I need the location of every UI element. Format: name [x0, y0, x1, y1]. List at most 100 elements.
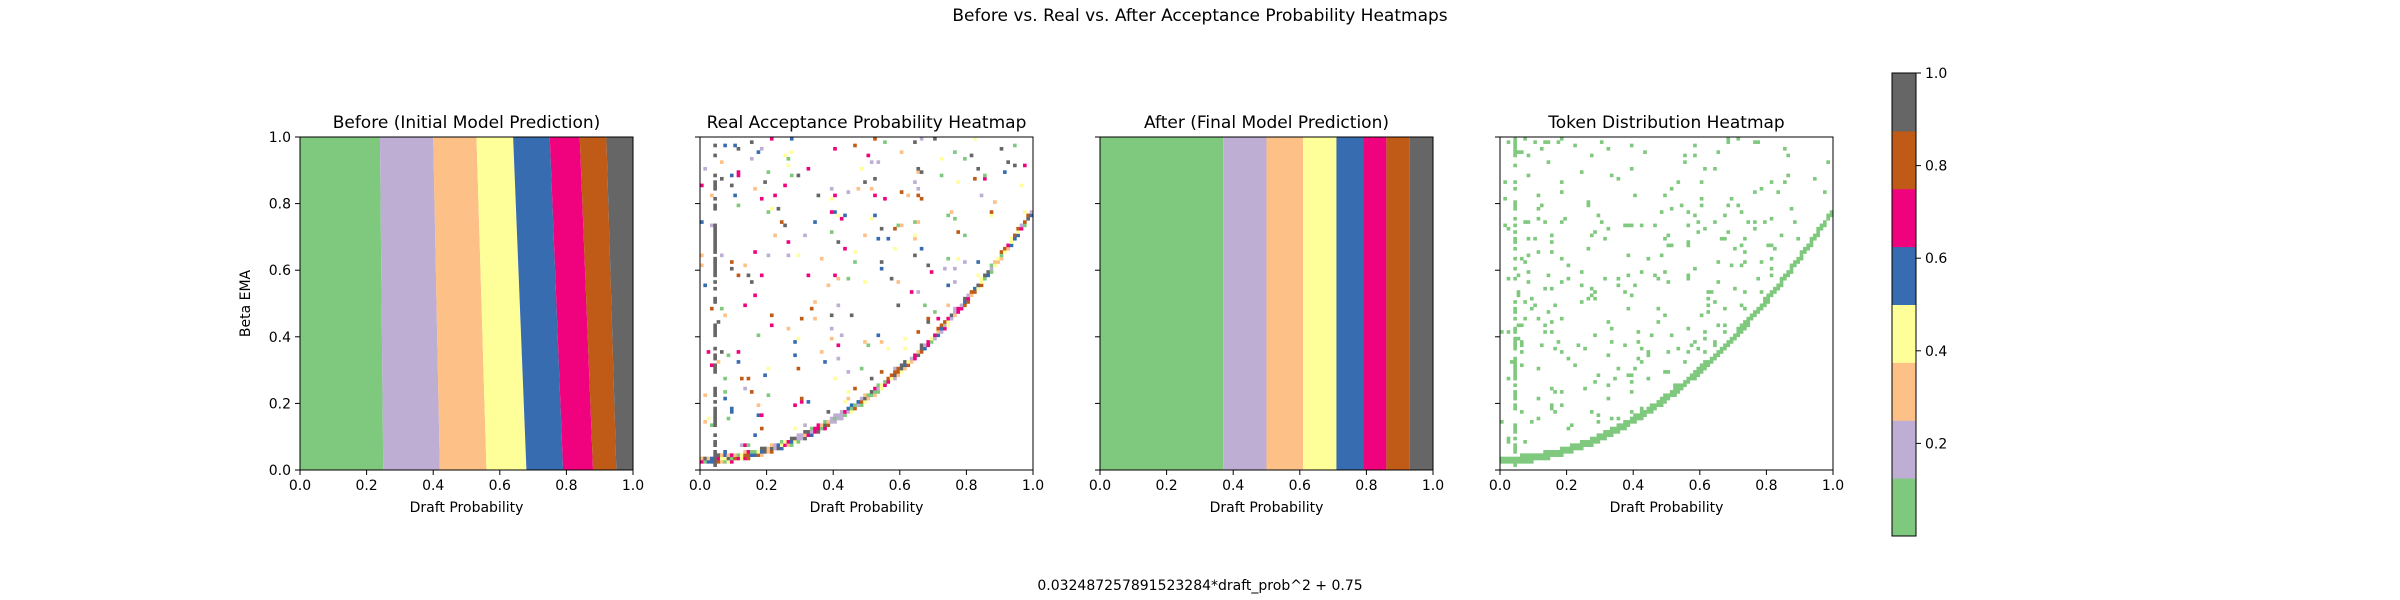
colorbar-segment — [1892, 362, 1916, 421]
heatmap-cell — [1603, 430, 1607, 434]
heatmap-cell — [826, 410, 831, 414]
heatmap-cell — [963, 303, 967, 308]
heatmap-cell — [796, 336, 801, 341]
heatmap-cell — [1666, 396, 1671, 401]
heatmap-cell — [1703, 360, 1707, 364]
heatmap-cell — [1513, 330, 1517, 334]
heatmap-cell — [1659, 210, 1664, 214]
heatmap-cell — [1643, 410, 1647, 414]
heatmap-cell — [756, 150, 761, 154]
heatmap-cell — [713, 443, 717, 447]
heatmap-band — [1409, 137, 1433, 470]
heatmap-cell — [836, 240, 841, 244]
heatmap-cell — [1776, 286, 1781, 291]
heatmap-cell — [839, 413, 844, 418]
heatmap-cell — [813, 316, 817, 321]
heatmap-cell — [1663, 400, 1667, 404]
heatmap-cell — [713, 286, 717, 291]
x-tick-label: 1.0 — [1022, 478, 1044, 494]
heatmap-cell — [893, 376, 897, 381]
heatmap-cell — [723, 456, 727, 461]
heatmap-cell — [1679, 203, 1684, 208]
x-tick-label: 0.4 — [1622, 478, 1644, 494]
heatmap-cell — [869, 160, 874, 164]
heatmap-cell — [993, 200, 997, 204]
heatmap-cell — [1629, 293, 1634, 298]
heatmap-cell — [709, 193, 714, 198]
heatmap-cell — [736, 360, 741, 364]
heatmap-cell — [1703, 363, 1707, 368]
heatmap-cell — [809, 306, 814, 311]
heatmap-cell — [1559, 403, 1564, 408]
heatmap-cell — [869, 390, 874, 394]
heatmap-cell — [1799, 256, 1804, 261]
heatmap-cell — [1639, 410, 1644, 414]
heatmap-cell — [713, 420, 717, 424]
heatmap-cell — [1726, 137, 1731, 141]
heatmap-cell — [759, 146, 764, 151]
heatmap-cell — [1803, 250, 1807, 254]
heatmap-cell — [713, 463, 717, 467]
heatmap-cell — [1633, 420, 1637, 424]
heatmap-cell — [993, 263, 997, 268]
heatmap-cell — [973, 137, 977, 141]
heatmap-cell — [1593, 436, 1597, 441]
heatmap-cell — [1633, 413, 1637, 418]
heatmap-cell — [1719, 346, 1724, 351]
heatmap-cell — [1543, 453, 1547, 457]
heatmap-cell — [713, 356, 717, 361]
heatmap-cell — [913, 233, 917, 238]
x-axis-label: Draft Probability — [810, 500, 924, 516]
heatmap-cell — [1646, 406, 1651, 411]
heatmap-cell — [916, 330, 921, 334]
heatmap-cell — [1626, 423, 1631, 428]
heatmap-cell — [1603, 236, 1607, 241]
heatmap-cell — [1706, 290, 1711, 294]
heatmap-cell — [926, 316, 931, 321]
heatmap-cell — [956, 310, 961, 314]
heatmap-cell — [1813, 236, 1817, 241]
x-tick-label: 0.8 — [955, 478, 977, 494]
heatmap-cell — [749, 156, 754, 161]
heatmap-cell — [1606, 430, 1611, 434]
heatmap-cell — [1009, 236, 1014, 241]
heatmap-cell — [1529, 453, 1534, 457]
heatmap-cell — [1629, 373, 1634, 378]
heatmap-cell — [896, 303, 901, 308]
heatmap-cell — [1659, 396, 1664, 401]
heatmap-cell — [1653, 406, 1657, 411]
heatmap-cell — [809, 426, 814, 431]
heatmap-cell — [1676, 386, 1681, 391]
heatmap-cell — [1629, 380, 1634, 384]
heatmap-cell — [1796, 256, 1800, 261]
heatmap-cell — [1513, 230, 1517, 234]
heatmap-cell — [1793, 263, 1797, 268]
heatmap-cell — [996, 256, 1000, 261]
heatmap-cell — [919, 170, 924, 174]
heatmap-cell — [1506, 276, 1511, 281]
heatmap-cell — [913, 236, 917, 241]
x-tick-label: 0.8 — [1755, 478, 1777, 494]
heatmap-cell — [926, 320, 931, 324]
heatmap-band — [476, 137, 527, 470]
heatmap-cell — [876, 236, 881, 241]
heatmap-cell — [1506, 226, 1511, 231]
heatmap-band — [1303, 137, 1337, 470]
heatmap-cell — [719, 160, 724, 164]
heatmap-cell — [1679, 386, 1684, 391]
heatmap-cell — [1566, 426, 1571, 431]
heatmap-cell — [1743, 236, 1747, 241]
heatmap-cell — [833, 413, 837, 418]
heatmap-cell — [1616, 426, 1621, 431]
heatmap-cell — [1513, 456, 1517, 461]
heatmap-cell — [1723, 346, 1727, 351]
heatmap-cell — [1663, 193, 1667, 198]
heatmap-cell — [979, 283, 984, 288]
heatmap-cell — [713, 273, 717, 278]
heatmap-cell — [1546, 273, 1551, 278]
heatmap-cell — [1513, 266, 1517, 271]
heatmap-cell — [759, 196, 764, 201]
heatmap-cell — [719, 350, 724, 354]
heatmap-cell — [1616, 366, 1621, 371]
heatmap-cell — [1766, 300, 1771, 304]
